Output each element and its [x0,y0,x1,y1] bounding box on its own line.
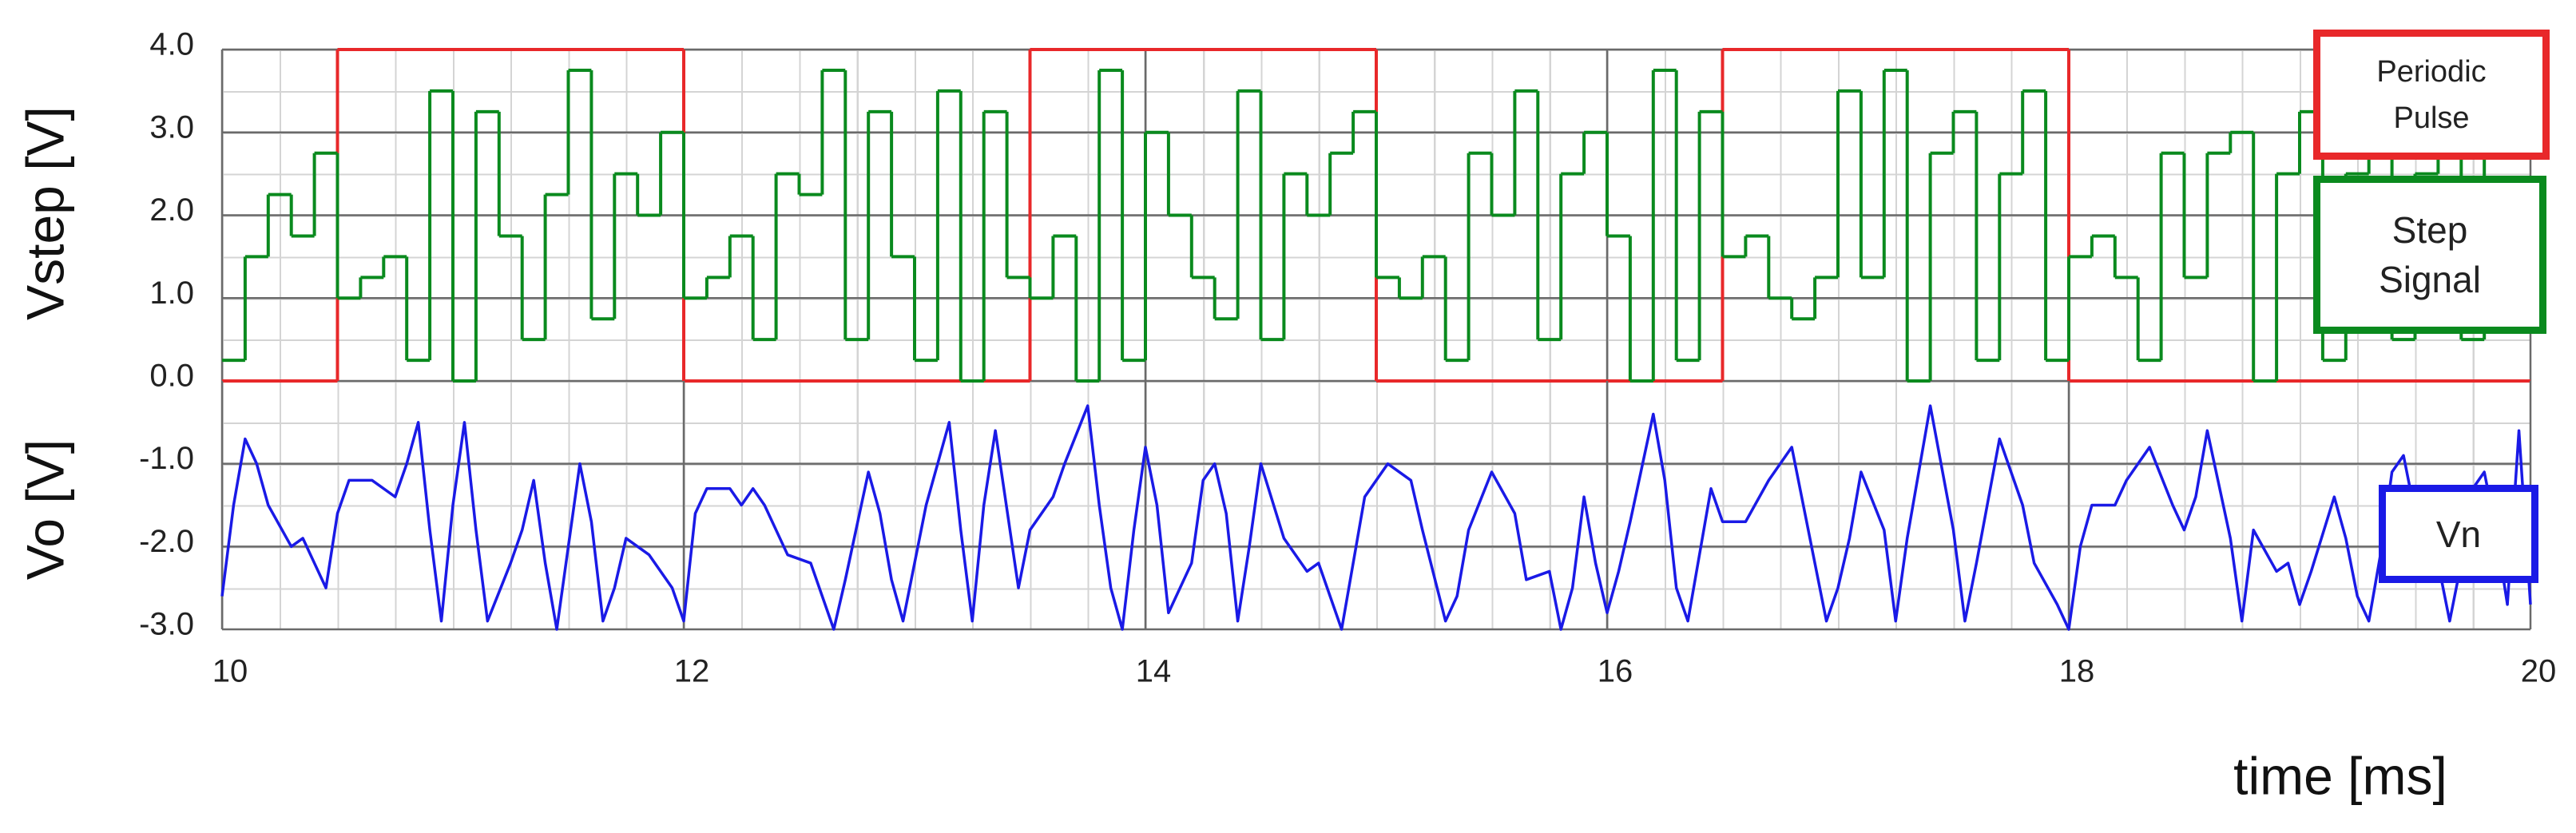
x-tick-label: 16 [1598,654,1633,689]
legend-item: Vn [2379,485,2538,583]
legend-item: Periodic Pulse [2313,30,2550,160]
y-tick-label: -3.0 [139,607,194,642]
y-tick-label: 2.0 [149,192,194,228]
y-tick-label: 0.0 [149,359,194,394]
y-tick-label: -1.0 [139,441,194,476]
x-tick-label: 10 [212,654,248,689]
y-tick-label: -2.0 [139,524,194,559]
y-axis-title: Vstep [V] [15,106,74,320]
y-axis-title: Vo [V] [15,439,74,580]
y-tick-label: 3.0 [149,109,194,145]
y-tick-label: 1.0 [149,276,194,311]
step-riser [243,69,2510,381]
x-tick-label: 14 [1136,654,1172,689]
x-tick-label: 18 [2059,654,2095,689]
x-tick-label: 20 [2521,654,2557,689]
x-tick-label: 12 [674,654,710,689]
y-tick-label: 4.0 [149,27,194,62]
legend-item: Step Signal [2313,176,2546,334]
x-axis-title: time [ms] [2233,746,2447,805]
line-series [220,404,2532,631]
